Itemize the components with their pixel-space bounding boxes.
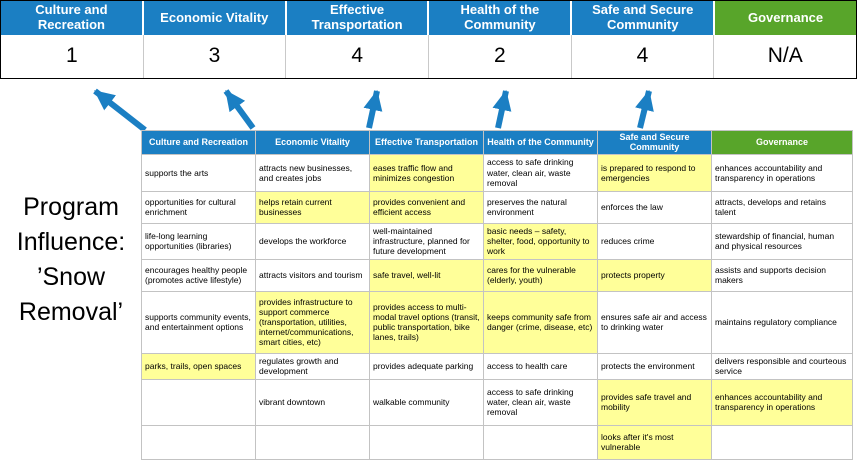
- matrix-cell-highlighted: parks, trails, open spaces: [141, 352, 256, 380]
- matrix-cell: attracts new businesses, and creates job…: [255, 153, 370, 192]
- matrix-cell: attracts visitors and tourism: [255, 258, 370, 292]
- pillar-score-governance: N/A: [713, 35, 856, 78]
- matrix-cell: stewardship of financial, human and phys…: [711, 222, 853, 260]
- matrix-cell: [711, 424, 853, 460]
- matrix-cell: walkable community: [369, 378, 484, 426]
- matrix-cell: [141, 424, 256, 460]
- matrix-cell: life-long learning opportunities (librar…: [141, 222, 256, 260]
- scoreboard: Culture and Recreation Economic Vitality E…: [0, 0, 857, 79]
- matrix-cell-highlighted: basic needs – safety, shelter, food, opp…: [483, 222, 598, 260]
- matrix-cell: opportunities for cultural enrichment: [141, 190, 256, 224]
- matrix-cell: attracts, develops and retains talent: [711, 190, 853, 224]
- matrix-cell-highlighted: helps retain current businesses: [255, 190, 370, 224]
- matrix-cell: develops the workforce: [255, 222, 370, 260]
- pillar-header-effective-transportation: Effective Transportation: [286, 1, 428, 35]
- matrix-cell: [255, 424, 370, 460]
- matrix-row-5: supports community events, and entertain…: [141, 290, 853, 354]
- matrix-cell: enforces the law: [597, 190, 712, 224]
- influence-matrix: Culture and Recreation Economic Vitality E…: [141, 130, 853, 460]
- matrix-cell-highlighted: provides safe travel and mobility: [597, 378, 712, 426]
- matrix-cell-highlighted: provides infrastructure to support comme…: [255, 290, 370, 354]
- scoreboard-header-row: Culture and Recreation Economic Vitality E…: [1, 1, 856, 35]
- matrix-header-economic-vitality: Economic Vitality: [255, 130, 370, 155]
- matrix-cell: [483, 424, 598, 460]
- arrow-effective-transportation: [363, 89, 383, 129]
- matrix-cell: delivers responsible and courteous servi…: [711, 352, 853, 380]
- matrix-cell: supports the arts: [141, 153, 256, 192]
- matrix-cell: vibrant downtown: [255, 378, 370, 426]
- matrix-body: supports the arts attracts new businesses…: [141, 153, 853, 460]
- matrix-cell-highlighted: keeps community safe from danger (crime,…: [483, 290, 598, 354]
- pillar-score-culture-and-recreation: 1: [65, 44, 78, 67]
- matrix-cell: assists and supports decision makers: [711, 258, 853, 292]
- scoreboard-score-row: 1 3 4 2 4 N/A: [1, 35, 856, 78]
- matrix-cell: well-maintained infrastructure, planned …: [369, 222, 484, 260]
- influence-arrows: [93, 88, 654, 132]
- arrow-culture-and-recreation: [93, 88, 147, 132]
- matrix-cell-highlighted: looks after it's most vulnerable: [597, 424, 712, 460]
- matrix-cell-highlighted: cares for the vulnerable (elderly, youth…: [483, 258, 598, 292]
- matrix-row-4: encourages healthy people (promotes acti…: [141, 258, 853, 292]
- pillar-score-effective-transportation: 4: [285, 35, 428, 78]
- matrix-cell: access to health care: [483, 352, 598, 380]
- pillar-header-health-of-the-community: Health of the Community: [429, 1, 571, 35]
- matrix-header-row: Culture and Recreation Economic Vitality E…: [141, 130, 853, 155]
- matrix-cell-highlighted: protects property: [597, 258, 712, 292]
- arrow-safe-and-secure-community: [635, 89, 654, 129]
- matrix-cell-highlighted: enhances accountability and transparency…: [711, 378, 853, 426]
- pillar-score-safe-and-secure-community: 4: [570, 35, 714, 78]
- matrix-cell: provides adequate parking: [369, 352, 484, 380]
- pillar-header-safe-and-secure-community: Safe and Secure Community: [572, 1, 714, 35]
- matrix-row-8: looks after it's most vulnerable: [141, 424, 853, 460]
- arrow-economic-vitality: [223, 89, 256, 130]
- matrix-cell: maintains regulatory compliance: [711, 290, 853, 354]
- matrix-cell-highlighted: is prepared to respond to emergencies: [597, 153, 712, 192]
- arrow-health-of-the-community: [492, 89, 512, 129]
- matrix-header-health-of-the-community: Health of the Community: [483, 130, 598, 155]
- matrix-cell: access to safe drinking water, clean air…: [483, 378, 598, 426]
- pillar-header-economic-vitality: Economic Vitality: [143, 1, 285, 35]
- matrix-cell-highlighted: safe travel, well-lit: [369, 258, 484, 292]
- matrix-row-6: parks, trails, open spaces regulates grow…: [141, 352, 853, 380]
- matrix-cell: encourages healthy people (promotes acti…: [141, 258, 256, 292]
- pillar-score-health-of-the-community: 2: [428, 35, 571, 78]
- pillar-header-governance: Governance: [715, 1, 856, 35]
- matrix-header-safe-and-secure-community: Safe and Secure Community: [597, 130, 712, 155]
- matrix-cell: [369, 424, 484, 460]
- matrix-row-1: supports the arts attracts new businesses…: [141, 153, 853, 192]
- matrix-header-governance: Governance: [711, 130, 853, 155]
- matrix-cell: supports community events, and entertain…: [141, 290, 256, 354]
- matrix-cell-highlighted: provides access to multi-modal travel op…: [369, 290, 484, 354]
- matrix-cell: [141, 378, 256, 426]
- matrix-cell: ensures safe air and access to drinking …: [597, 290, 712, 354]
- matrix-cell: regulates growth and development: [255, 352, 370, 380]
- matrix-cell-highlighted: eases traffic flow and minimizes congest…: [369, 153, 484, 192]
- matrix-row-3: life-long learning opportunities (librar…: [141, 222, 853, 260]
- pillar-score-economic-vitality: 3: [142, 35, 286, 78]
- matrix-cell: reduces crime: [597, 222, 712, 260]
- matrix-header-culture-and-recreation: Culture and Recreation: [141, 130, 256, 155]
- matrix-cell: access to safe drinking water, clean air…: [483, 153, 598, 192]
- matrix-cell-highlighted: provides convenient and efficient access: [369, 190, 484, 224]
- pillar-header-culture-and-recreation: Culture and Recreation: [1, 1, 142, 35]
- matrix-row-2: opportunities for cultural enrichment hel…: [141, 190, 853, 224]
- matrix-header-effective-transportation: Effective Transportation: [369, 130, 484, 155]
- matrix-cell: enhances accountability and transparency…: [711, 153, 853, 192]
- matrix-cell: preserves the natural environment: [483, 190, 598, 224]
- matrix-cell: protects the environment: [597, 352, 712, 380]
- matrix-row-7: vibrant downtown walkable community access…: [141, 378, 853, 426]
- program-title: Program Influence: ’Snow Removal’: [16, 193, 126, 326]
